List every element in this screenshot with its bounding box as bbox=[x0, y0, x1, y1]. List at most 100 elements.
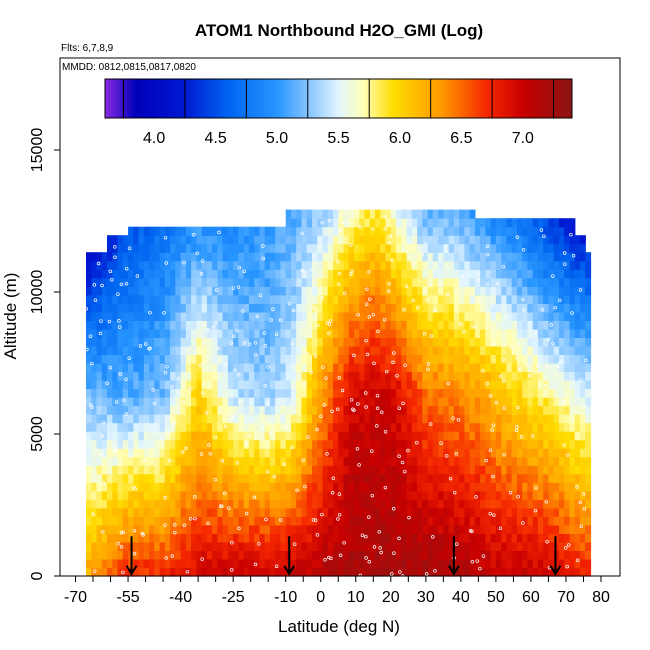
heatmap-cell bbox=[154, 235, 161, 245]
heatmap-cell bbox=[527, 456, 534, 466]
heatmap-cell bbox=[348, 567, 355, 577]
heatmap-cell bbox=[180, 226, 187, 236]
heatmap-cell bbox=[396, 235, 402, 245]
observation-point bbox=[253, 562, 258, 567]
heatmap-cell bbox=[196, 473, 203, 483]
heatmap-cell bbox=[343, 286, 350, 296]
observation-point bbox=[454, 452, 459, 456]
heatmap-cell bbox=[511, 473, 518, 483]
heatmap-cell bbox=[107, 388, 113, 398]
heatmap-cell bbox=[96, 414, 103, 424]
heatmap-cell bbox=[422, 286, 429, 296]
x-tick-label: 20 bbox=[382, 589, 400, 606]
heatmap-cell bbox=[396, 397, 402, 407]
heatmap-cell bbox=[474, 218, 481, 228]
heatmap-cell bbox=[86, 371, 92, 381]
heatmap-cell bbox=[343, 405, 350, 415]
heatmap-cell bbox=[333, 209, 339, 219]
heatmap-cell bbox=[432, 431, 439, 441]
heatmap-cell bbox=[164, 328, 171, 338]
heatmap-cell bbox=[306, 482, 313, 492]
heatmap-cell bbox=[522, 448, 529, 458]
heatmap-cell bbox=[385, 235, 392, 245]
heatmap-cell bbox=[459, 414, 465, 424]
heatmap-cell bbox=[390, 567, 397, 577]
heatmap-cell bbox=[233, 363, 240, 373]
heatmap-cell bbox=[122, 260, 129, 270]
observation-point bbox=[478, 566, 482, 571]
heatmap-cell bbox=[333, 524, 339, 534]
heatmap-cell bbox=[317, 541, 324, 551]
heatmap-cell bbox=[553, 397, 560, 407]
heatmap-cell bbox=[133, 286, 140, 296]
heatmap-cell bbox=[122, 490, 129, 500]
heatmap-cell bbox=[553, 346, 560, 356]
heatmap-cell bbox=[585, 405, 592, 415]
heatmap-cell bbox=[490, 286, 497, 296]
heatmap-cell bbox=[175, 320, 182, 330]
heatmap-cell bbox=[285, 431, 292, 441]
colorbar-segment bbox=[397, 79, 402, 118]
heatmap-cell bbox=[343, 541, 350, 551]
heatmap-cell bbox=[569, 499, 576, 509]
heatmap-cell bbox=[296, 388, 303, 398]
heatmap-cell bbox=[369, 354, 376, 364]
heatmap-cell bbox=[312, 490, 318, 500]
heatmap-cell bbox=[222, 277, 229, 287]
colorbar-segment bbox=[304, 79, 308, 118]
heatmap-cell bbox=[254, 533, 261, 543]
heatmap-cell bbox=[233, 533, 240, 543]
heatmap-cell bbox=[248, 294, 255, 304]
heatmap-cell bbox=[406, 499, 413, 509]
heatmap-cell bbox=[359, 346, 366, 356]
colorbar-segment bbox=[543, 79, 548, 118]
heatmap-cell bbox=[201, 269, 208, 279]
heatmap-cell bbox=[170, 235, 176, 245]
heatmap-cell bbox=[543, 397, 550, 407]
heatmap-cell bbox=[464, 516, 471, 526]
heatmap-cell bbox=[354, 277, 360, 287]
observation-point bbox=[522, 308, 526, 312]
heatmap-cell bbox=[175, 422, 182, 432]
observation-point bbox=[100, 433, 105, 438]
heatmap-cell bbox=[364, 226, 371, 236]
heatmap-cell bbox=[138, 337, 145, 347]
heatmap-cell bbox=[96, 337, 103, 347]
heatmap-cell bbox=[259, 354, 266, 364]
heatmap-cell bbox=[180, 320, 187, 330]
heatmap-cell bbox=[327, 465, 334, 475]
heatmap-cell bbox=[180, 328, 187, 338]
heatmap-cell bbox=[485, 346, 492, 356]
heatmap-cell bbox=[396, 218, 402, 228]
heatmap-cell bbox=[117, 524, 124, 534]
heatmap-cell bbox=[427, 269, 434, 279]
heatmap-cell bbox=[364, 465, 371, 475]
heatmap-cell bbox=[411, 473, 418, 483]
heatmap-cell bbox=[233, 235, 240, 245]
heatmap-cell bbox=[548, 397, 555, 407]
heatmap-cell bbox=[217, 354, 224, 364]
heatmap-cell bbox=[532, 533, 539, 543]
heatmap-cell bbox=[96, 473, 103, 483]
heatmap-cell bbox=[180, 550, 187, 560]
heatmap-cell bbox=[464, 473, 471, 483]
heatmap-cell bbox=[532, 567, 539, 577]
heatmap-cell bbox=[495, 524, 502, 534]
heatmap-cell bbox=[469, 541, 476, 551]
heatmap-cell bbox=[417, 294, 423, 304]
observation-point bbox=[579, 378, 583, 382]
heatmap-cell bbox=[275, 499, 282, 509]
heatmap-cell bbox=[159, 226, 166, 236]
heatmap-cell bbox=[559, 567, 565, 577]
heatmap-cell bbox=[117, 243, 124, 253]
heatmap-cell bbox=[511, 516, 518, 526]
heatmap-cell bbox=[217, 243, 224, 253]
heatmap-cell bbox=[448, 243, 455, 253]
heatmap-cell bbox=[333, 541, 339, 551]
heatmap-cell bbox=[495, 414, 502, 424]
heatmap-cell bbox=[117, 482, 124, 492]
colorbar-segment bbox=[450, 79, 455, 118]
heatmap-cell bbox=[185, 252, 192, 262]
heatmap-cell bbox=[212, 311, 218, 321]
heatmap-cell bbox=[548, 405, 555, 415]
